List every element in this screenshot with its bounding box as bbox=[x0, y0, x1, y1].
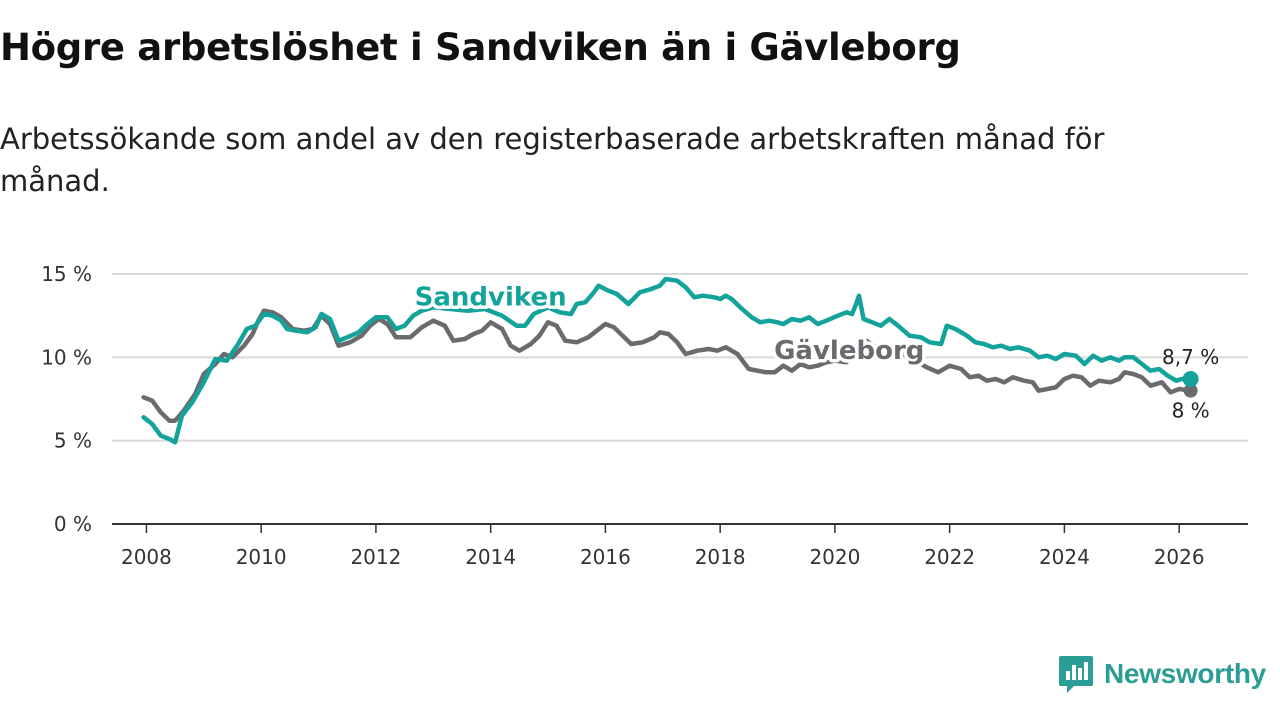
newsworthy-logo-icon bbox=[1059, 656, 1093, 693]
x-tick-label: 2022 bbox=[924, 545, 975, 569]
chart-labels: 8,7 % 8 % Sandviken Gävleborg bbox=[411, 279, 1219, 423]
y-tick-label: 0 % bbox=[54, 512, 92, 536]
x-tick-label: 2014 bbox=[465, 545, 516, 569]
brand-name: Newsworthy bbox=[1104, 658, 1266, 689]
series-line-gavleborg bbox=[141, 308, 1193, 423]
x-tick-label: 2008 bbox=[121, 545, 172, 569]
chart-title: Högre arbetslöshet i Sandviken än i Gävl… bbox=[0, 26, 961, 69]
series-name-label: Gävleborg bbox=[774, 336, 924, 366]
x-tick-label: 2024 bbox=[1039, 545, 1090, 569]
series-line-sandviken bbox=[141, 276, 1193, 445]
sandviken-end-label: 8,7 % bbox=[1162, 345, 1219, 369]
chart-subtitle: Arbetssökande som andel av den registerb… bbox=[0, 122, 1105, 198]
x-tick-label: 2010 bbox=[236, 545, 287, 569]
x-tick-label: 2026 bbox=[1154, 545, 1205, 569]
x-tick-label: 2018 bbox=[695, 545, 746, 569]
sandviken-end-marker bbox=[1182, 371, 1199, 387]
brand-logo: Newsworthy bbox=[1058, 652, 1266, 696]
series-lines bbox=[141, 276, 1199, 445]
gavleborg-end-marker bbox=[1183, 383, 1198, 398]
x-tick-label: 2016 bbox=[580, 545, 631, 569]
y-tick-label: 5 % bbox=[54, 429, 92, 453]
y-tick-label: 10 % bbox=[41, 345, 92, 369]
series-name-label: Sandviken bbox=[415, 283, 567, 313]
axes: 0 % 5 % 10 % 15 % 2008 2010 2012 2014 2016 2018 20… bbox=[41, 262, 1248, 569]
x-tick-label: 2012 bbox=[350, 545, 401, 569]
x-tick-label: 2020 bbox=[809, 545, 860, 569]
gavleborg-end-label: 8 % bbox=[1172, 399, 1210, 423]
y-tick-label: 15 % bbox=[41, 262, 92, 286]
